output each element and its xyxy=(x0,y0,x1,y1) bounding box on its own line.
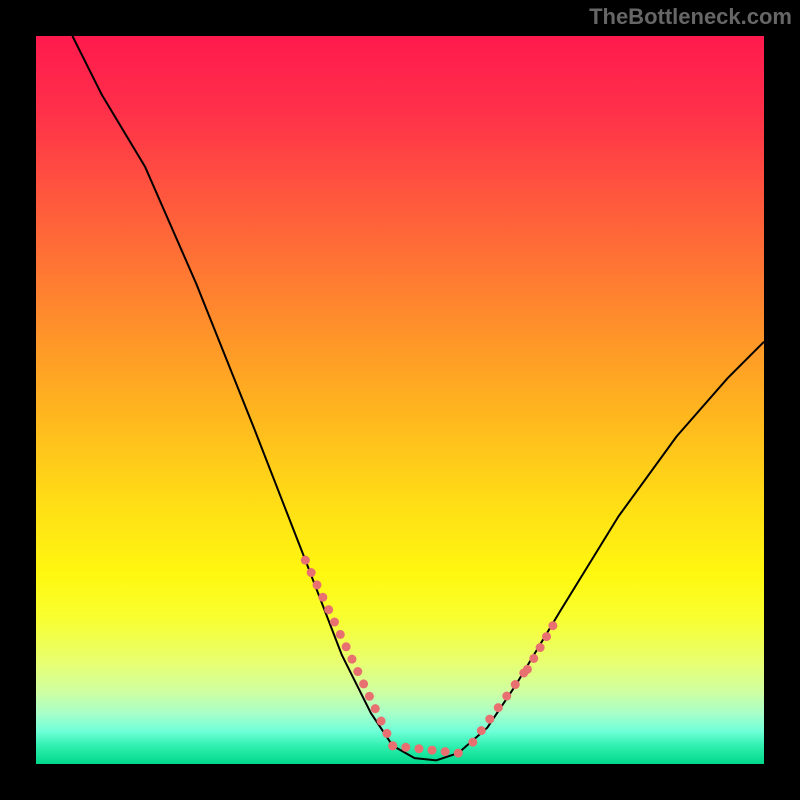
bottleneck-chart xyxy=(0,0,800,800)
watermark-text: TheBottleneck.com xyxy=(589,4,792,30)
chart-container: TheBottleneck.com xyxy=(0,0,800,800)
